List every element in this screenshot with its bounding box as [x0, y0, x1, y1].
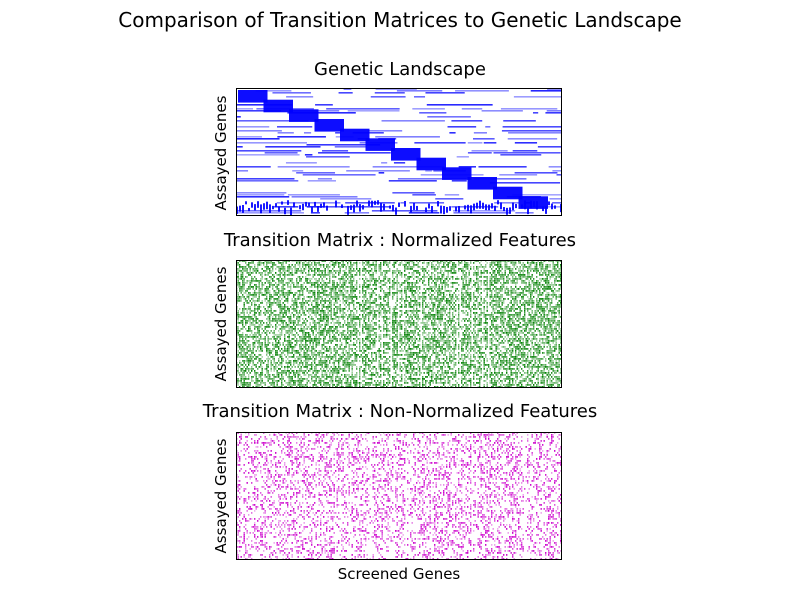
panel-3-ylabel: Assayed Genes: [212, 438, 230, 554]
panel-1-ylabel: Assayed Genes: [212, 95, 230, 211]
landscape-bands: [236, 88, 562, 214]
panel-3-svg: [236, 432, 562, 560]
panel-3-heatmap: [236, 432, 562, 560]
panel-2-heatmap: [236, 260, 562, 388]
panel-1-svg: [236, 88, 562, 216]
panel-1-frame: [236, 88, 562, 216]
panel-3-frame: [236, 432, 562, 560]
panel-2-svg: [236, 260, 562, 388]
panel-1-heatmap: [236, 88, 562, 216]
panel-1-title: Genetic Landscape: [314, 59, 486, 80]
panel-3-title: Transition Matrix : Non-Normalized Featu…: [202, 401, 598, 422]
panel-2-title: Transition Matrix : Normalized Features: [223, 230, 577, 251]
non-normalized-matrix-cells: [236, 432, 562, 560]
panel-2-ylabel: Assayed Genes: [212, 266, 230, 382]
panel-2-frame: [236, 260, 562, 388]
chart-title: Comparison of Transition Matrices to Gen…: [118, 8, 682, 32]
x-axis-label: Screened Genes: [337, 565, 461, 583]
landscape-diagonal-blocks: [236, 90, 562, 216]
normalized-matrix-cells: [236, 260, 562, 388]
